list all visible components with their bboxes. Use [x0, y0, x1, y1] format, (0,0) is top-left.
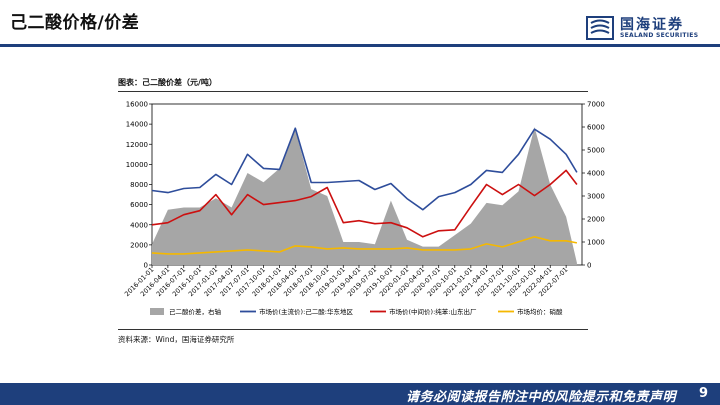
y-right-tick-label: 1000: [587, 239, 605, 247]
chart-title: 图表：己二酸价差（元/吨）: [118, 78, 217, 87]
series-area-spread: [152, 127, 577, 265]
logo-en: SEALAND SECURITIES: [620, 32, 699, 39]
chart: 0 2000 4000 6000 8000 10000 12000 14000 16000 0 10…: [123, 101, 605, 317]
footer-bar: 请务必阅读报告附注中的风险提示和免责声明 9: [0, 383, 720, 405]
logo-icon: [586, 16, 614, 40]
legend-label: 己二酸价差，右轴: [169, 307, 222, 316]
y-left-tick-label: 0: [144, 262, 148, 270]
y-left-tick-label: 10000: [126, 161, 148, 169]
y-right-tick-label: 3000: [587, 193, 605, 201]
logo-name: 国海证券: [620, 17, 684, 33]
page-title: 己二酸价格/价差: [10, 13, 140, 33]
y-right-tick-label: 7000: [587, 101, 605, 109]
series-line-3: [151, 236, 578, 255]
y-left-tick-label: 4000: [130, 221, 148, 229]
y-left-tick-label: 6000: [130, 201, 148, 209]
y-left-tick-label: 12000: [126, 141, 148, 149]
y-left-tick-label: 2000: [130, 241, 148, 249]
disclaimer: 请务必阅读报告附注中的风险提示和免责声明: [405, 390, 676, 405]
legend-label: 市场价(主流价):己二酸:华东地区: [259, 307, 353, 316]
source-note: 资料来源：Wind，国海证券研究所: [118, 335, 235, 344]
y-left-tick-label: 8000: [130, 181, 148, 189]
logo: 国海证券 SEALAND SECURITIES: [586, 14, 716, 42]
y-right-tick-label: 2000: [587, 216, 605, 224]
series-line-1: [151, 127, 578, 211]
y-left-tick-label: 16000: [126, 101, 148, 109]
source-divider: [118, 329, 588, 330]
legend-swatch-area: [150, 308, 164, 315]
legend-label: 市场均价：硝酸: [517, 307, 563, 316]
header-divider: [0, 44, 720, 47]
y-right-tick-label: 4000: [587, 170, 605, 178]
legend-label: 市场价(中间价):纯苯:山东出厂: [389, 307, 477, 316]
page-number: 9: [698, 386, 708, 401]
series-line-2: [151, 169, 578, 238]
y-right-tick-label: 0: [587, 262, 591, 270]
y-right-tick-label: 5000: [587, 147, 605, 155]
y-left-tick-label: 14000: [126, 121, 148, 129]
chart-title-divider: [118, 91, 588, 92]
y-right-tick-label: 6000: [587, 124, 605, 132]
